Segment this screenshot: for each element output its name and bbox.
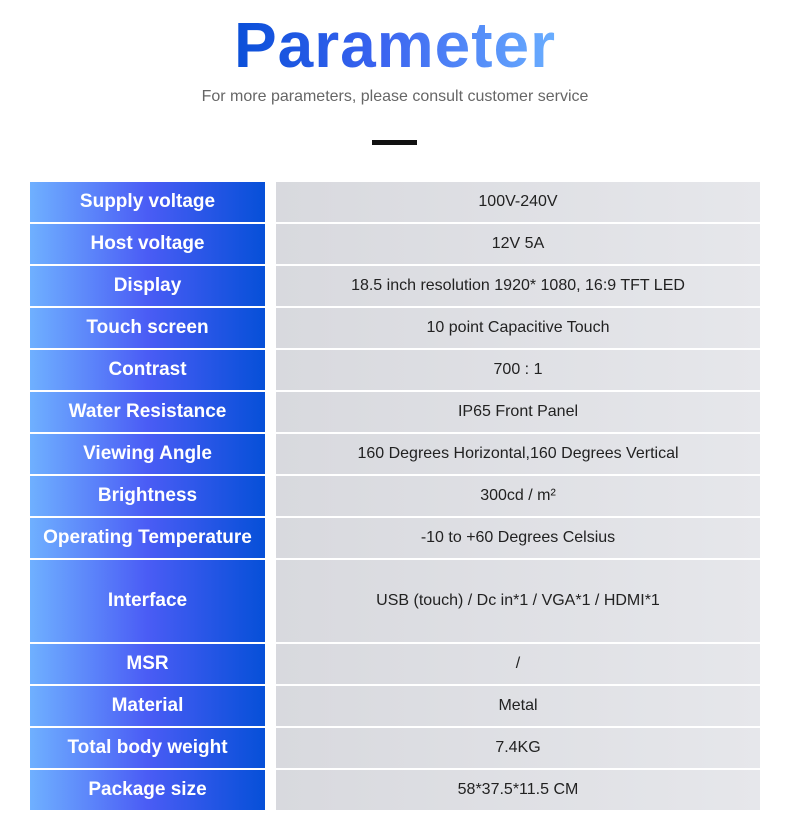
param-value: 300cd / m² [276, 476, 760, 516]
table-row: Operating Temperature -10 to +60 Degrees … [30, 518, 760, 558]
param-value: 18.5 inch resolution 1920* 1080, 16:9 TF… [276, 266, 760, 306]
param-label: Brightness [30, 476, 265, 516]
param-value: 700 : 1 [276, 350, 760, 390]
param-value: 160 Degrees Horizontal,160 Degrees Verti… [276, 434, 760, 474]
param-value: IP65 Front Panel [276, 392, 760, 432]
param-label: Water Resistance [30, 392, 265, 432]
page-title: Parameter [233, 9, 557, 81]
parameter-table: Supply voltage 100V-240V Host voltage 12V 5… [30, 182, 760, 812]
param-label: Operating Temperature [30, 518, 265, 558]
divider [372, 140, 417, 145]
param-value: 12V 5A [276, 224, 760, 264]
param-label: Touch screen [30, 308, 265, 348]
param-label: Display [30, 266, 265, 306]
param-value: Metal [276, 686, 760, 726]
table-row: MSR / [30, 644, 760, 684]
param-label: Supply voltage [30, 182, 265, 222]
param-value: 58*37.5*11.5 CM [276, 770, 760, 810]
table-row: Display 18.5 inch resolution 1920* 1080, … [30, 266, 760, 306]
table-row: Viewing Angle 160 Degrees Horizontal,160 … [30, 434, 760, 474]
table-row: Interface USB (touch) / Dc in*1 / VGA*1 /… [30, 560, 760, 642]
table-row: Contrast 700 : 1 [30, 350, 760, 390]
param-label: Total body weight [30, 728, 265, 768]
table-row: Package size 58*37.5*11.5 CM [30, 770, 760, 810]
param-label: Viewing Angle [30, 434, 265, 474]
param-value: -10 to +60 Degrees Celsius [276, 518, 760, 558]
param-label: Host voltage [30, 224, 265, 264]
param-value: 100V-240V [276, 182, 760, 222]
table-row: Material Metal [30, 686, 760, 726]
param-value: / [276, 644, 760, 684]
param-value: USB (touch) / Dc in*1 / VGA*1 / HDMI*1 [276, 560, 760, 642]
table-row: Supply voltage 100V-240V [30, 182, 760, 222]
table-row: Water Resistance IP65 Front Panel [30, 392, 760, 432]
table-row: Total body weight 7.4KG [30, 728, 760, 768]
table-row: Brightness 300cd / m² [30, 476, 760, 516]
table-row: Touch screen 10 point Capacitive Touch [30, 308, 760, 348]
subtitle: For more parameters, please consult cust… [201, 88, 589, 105]
table-row: Host voltage 12V 5A [30, 224, 760, 264]
param-label: Material [30, 686, 265, 726]
param-value: 7.4KG [276, 728, 760, 768]
param-label: Contrast [30, 350, 265, 390]
param-label: MSR [30, 644, 265, 684]
param-value: 10 point Capacitive Touch [276, 308, 760, 348]
param-label: Package size [30, 770, 265, 810]
param-label: Interface [30, 560, 265, 642]
